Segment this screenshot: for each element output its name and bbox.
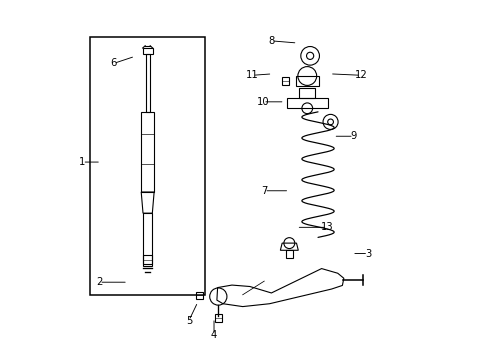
Text: 5: 5	[185, 316, 192, 325]
Text: 10: 10	[256, 97, 269, 107]
Text: 3: 3	[365, 248, 370, 258]
Text: 7: 7	[261, 186, 267, 196]
Text: 2: 2	[96, 277, 102, 287]
Text: 11: 11	[245, 70, 258, 80]
Text: 13: 13	[320, 222, 333, 232]
Text: 4: 4	[210, 330, 217, 340]
Text: 1: 1	[79, 157, 85, 167]
Text: 8: 8	[268, 36, 274, 46]
Text: 9: 9	[350, 131, 356, 141]
Text: 6: 6	[110, 58, 117, 68]
Bar	[90, 37, 204, 295]
Text: 12: 12	[354, 70, 366, 80]
